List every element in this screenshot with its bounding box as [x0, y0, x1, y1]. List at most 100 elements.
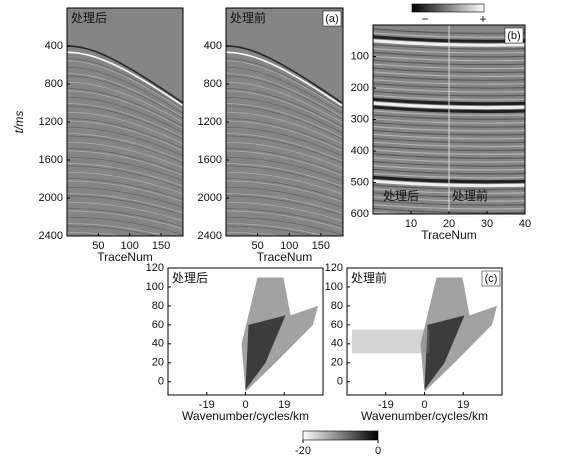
reflection-event — [67, 210, 184, 230]
x-tick-label: 150 — [312, 240, 330, 252]
reflection-event — [226, 156, 343, 182]
reflection-event — [67, 165, 184, 189]
reflection-event — [66, 88, 184, 127]
reflection-event — [67, 120, 184, 151]
y-tick-label: 2000 — [39, 192, 63, 204]
y-tick-label: 500 — [351, 176, 369, 188]
reflection-event — [226, 111, 343, 145]
colorbar-label: + — [479, 12, 486, 26]
reflection-event — [226, 135, 343, 164]
reflection-event — [225, 88, 343, 127]
panel-title: 处理前 — [230, 10, 266, 25]
x-axis-label: TraceNum — [257, 250, 313, 264]
colorbar-tick-label: 0 — [375, 445, 381, 457]
reflection-event — [67, 178, 184, 200]
y-tick-label: 400 — [351, 145, 369, 157]
reflection-event — [225, 73, 343, 118]
reflection-event — [67, 201, 184, 222]
panel: 0 20 40 60 80 100 120 -19 0 19Wavenumber/cycles/k… — [295, 262, 503, 457]
panel-label-box — [504, 27, 524, 44]
x-tick-label: 50 — [92, 240, 104, 252]
x-tick-label: 150 — [152, 240, 170, 252]
x-tick-label: 20 — [443, 218, 455, 230]
panel-label-box — [322, 10, 342, 27]
reflection-event — [226, 225, 315, 237]
reflection-event — [67, 111, 184, 145]
reflection-event — [225, 45, 343, 104]
reflection-event — [226, 118, 343, 150]
reflection-event — [225, 58, 343, 109]
y-axis-label: t/ms — [12, 111, 26, 134]
reflection-event — [66, 90, 184, 129]
reflection-event — [67, 223, 164, 236]
image-background — [226, 8, 343, 236]
section-annotation: 处理后 — [383, 189, 419, 203]
colorbar — [411, 3, 485, 13]
reflection-event — [226, 216, 343, 236]
y-tick-label: 60 — [331, 319, 343, 331]
reflection-event — [226, 210, 343, 230]
panel: 100 200 300 400 500 600 10 20 30 40 TraceNum (b) 处理后… — [351, 3, 531, 242]
reflection-event — [67, 193, 184, 214]
y-tick-label: 1600 — [39, 154, 63, 166]
x-tick-label: 19 — [278, 399, 290, 411]
panel: 0 20 40 60 80 100 120 -19 0 19Wavenumber/cycles/k… — [146, 262, 324, 423]
reflection-event — [226, 193, 343, 214]
reflection-event — [226, 195, 343, 216]
y-tick-label: 600 — [351, 208, 369, 220]
y-tick-label: 40 — [152, 338, 164, 350]
y-tick-label: 100 — [146, 281, 164, 293]
y-tick-label: 800 — [204, 78, 222, 90]
x-tick-label: 100 — [280, 240, 298, 252]
y-tick-label: 400 — [45, 40, 63, 52]
section-annotation: 处理前 — [452, 188, 488, 203]
reflection-event — [66, 75, 184, 119]
x-tick-label: 40 — [519, 218, 531, 230]
noise-band — [352, 329, 430, 354]
y-tick-label: 120 — [325, 262, 343, 274]
y-tick-label: 1200 — [198, 116, 222, 128]
x-tick-label: -19 — [199, 399, 215, 411]
y-tick-label: 100 — [351, 50, 369, 62]
y-tick-label: 2400 — [39, 230, 63, 242]
reflection-event — [67, 156, 184, 182]
y-tick-label: 0 — [158, 376, 164, 388]
reflection-event — [67, 135, 184, 164]
x-tick-label: 0 — [242, 399, 248, 411]
x-axis-label: TraceNum — [97, 250, 153, 264]
reflection-event — [226, 223, 323, 236]
reflection-event — [226, 141, 343, 169]
y-tick-label: 1600 — [198, 154, 222, 166]
x-tick-label: 50 — [251, 240, 263, 252]
reflection-event — [225, 75, 343, 119]
reflection-event — [67, 105, 184, 140]
reflection-event — [226, 103, 343, 138]
reflection-event — [225, 60, 343, 111]
reflection-event — [226, 178, 343, 200]
x-tick-label: 10 — [405, 218, 417, 230]
colorbar-tick-label: -20 — [295, 445, 311, 457]
y-tick-label: 1200 — [39, 116, 63, 128]
x-tick-label: 19 — [457, 399, 469, 411]
reflection-event — [66, 73, 184, 118]
reflection-event — [226, 148, 343, 174]
x-axis-label: TraceNum — [421, 228, 477, 242]
reflection-event — [67, 225, 156, 237]
reflection-event — [67, 133, 184, 162]
reflection-event — [226, 201, 343, 222]
colorbar-label: − — [421, 12, 428, 26]
reflection-event — [67, 103, 184, 138]
reflection-event — [67, 150, 184, 176]
reflection-event — [225, 51, 343, 107]
reflection-event — [226, 165, 343, 189]
reflection-event — [66, 81, 184, 123]
colorbar — [302, 430, 379, 441]
reflection-event — [67, 163, 184, 187]
y-tick-label: 20 — [152, 357, 164, 369]
reflection-event — [226, 133, 343, 162]
reflection-event — [67, 118, 184, 150]
y-tick-label: 80 — [152, 300, 164, 312]
reflection-event — [226, 208, 343, 228]
